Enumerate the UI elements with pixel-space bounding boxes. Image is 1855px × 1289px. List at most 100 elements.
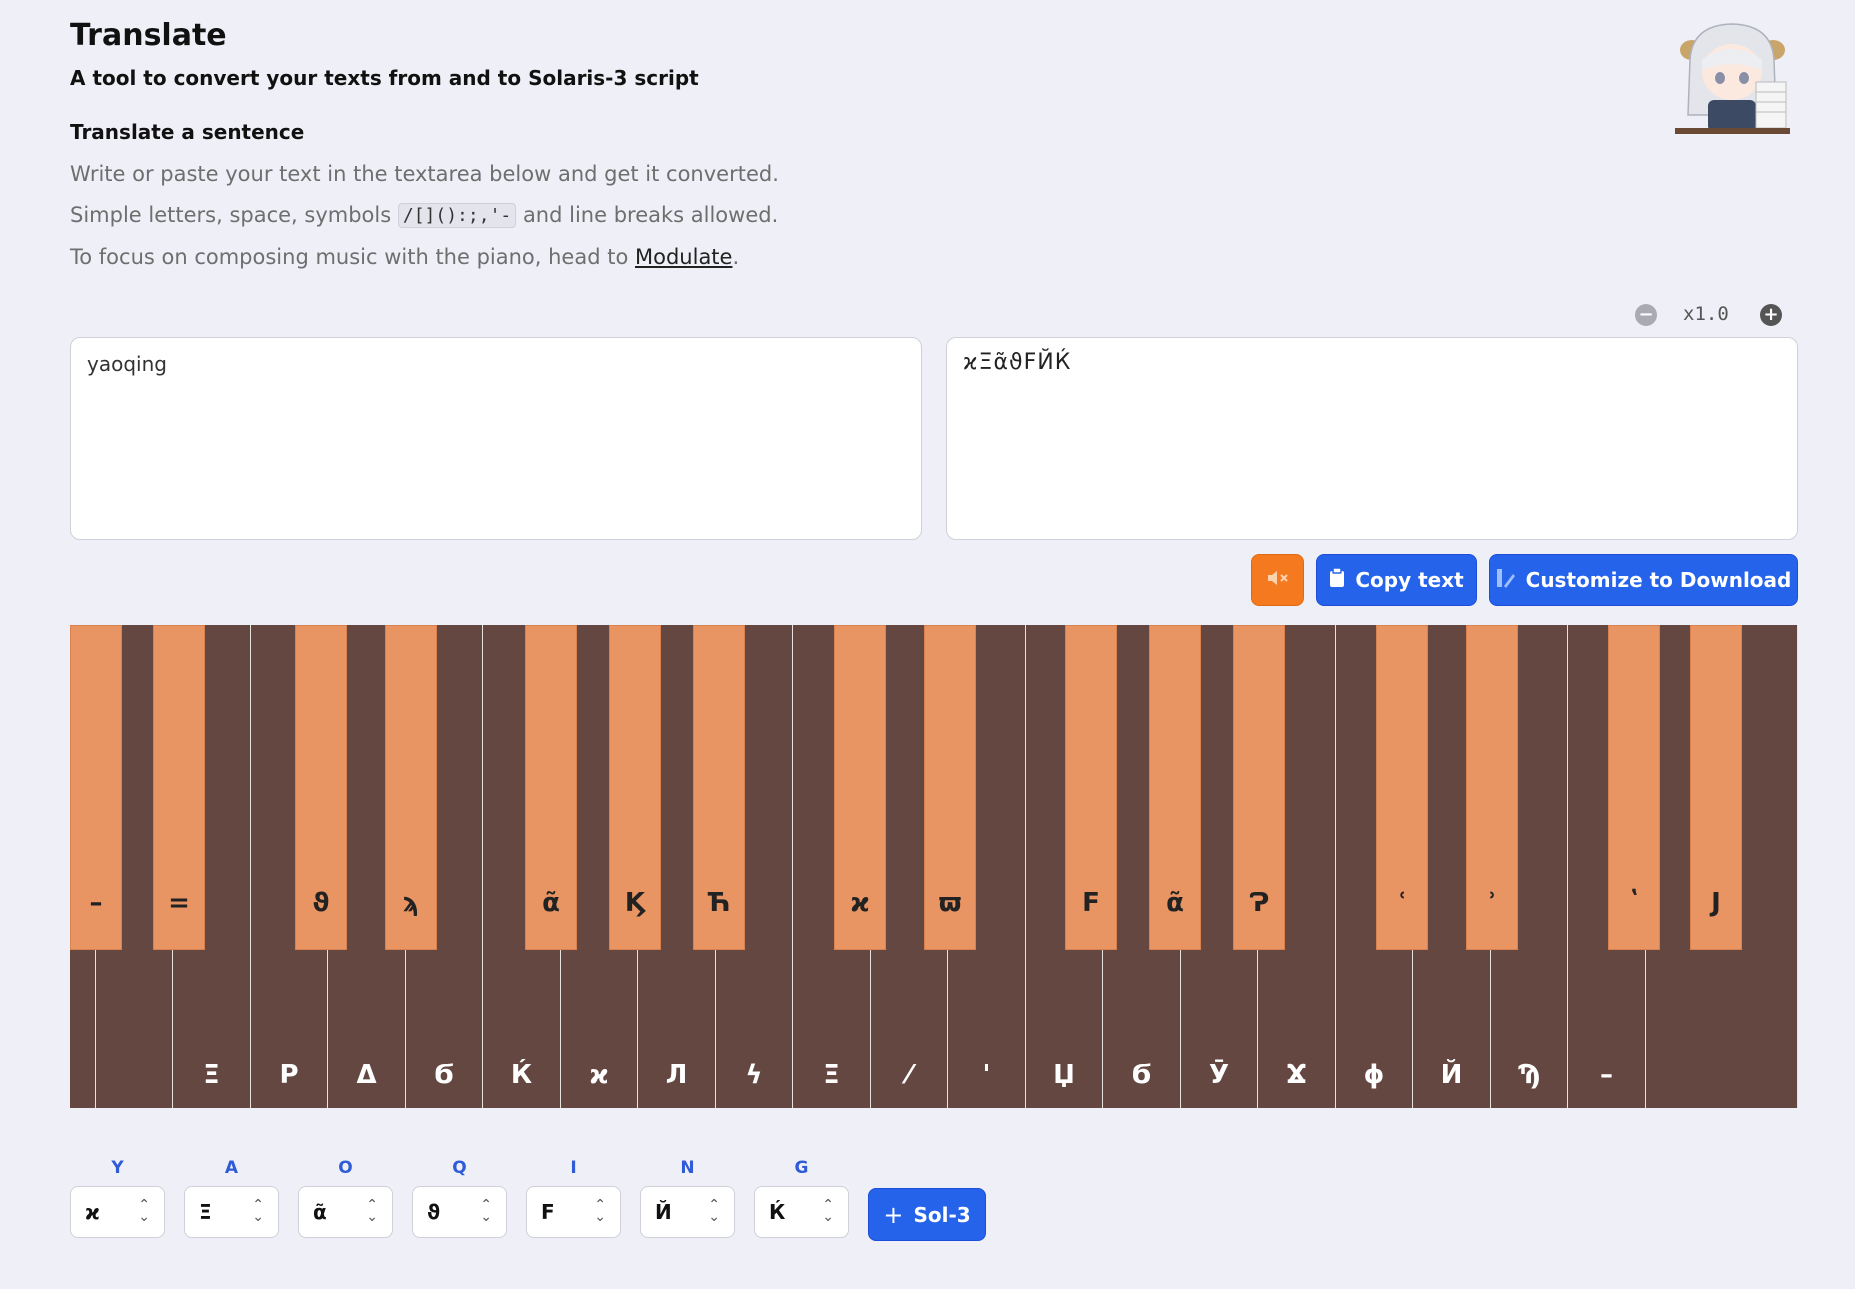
minus-icon: −: [1638, 304, 1654, 325]
piano-key-glyph: ϟ: [745, 1060, 763, 1090]
piano-black-key[interactable]: Ϝ: [1065, 625, 1117, 950]
piano-key-glyph: Ρ: [279, 1060, 299, 1090]
piano-key-glyph: Ќ: [510, 1060, 533, 1090]
piano-key-glyph: ϰ: [589, 1060, 609, 1090]
section-title: Translate a sentence: [70, 120, 305, 144]
piano-key-glyph: ϕ: [1363, 1060, 1385, 1090]
letter-label: N: [680, 1158, 695, 1178]
mute-button[interactable]: [1251, 554, 1304, 606]
piano-key-glyph: ᾶ: [542, 888, 560, 918]
piano-key-glyph: ϡ: [402, 888, 420, 918]
selected-glyph: Ϝ: [541, 1200, 555, 1224]
piano-black-key[interactable]: ʽ: [1608, 625, 1660, 950]
glyph-select[interactable]: ϰ ⌃ ⌄: [70, 1186, 165, 1238]
letter-selector: G Ќ ⌃ ⌄: [754, 1158, 849, 1238]
piano-black-key[interactable]: ʿ: [1376, 625, 1428, 950]
letter-selector: N Й ⌃ ⌄: [640, 1158, 735, 1238]
piano-key-glyph: ϑ: [312, 888, 330, 918]
piano-key-glyph: ʿ: [1397, 888, 1407, 918]
letter-selector: I Ϝ ⌃ ⌄: [526, 1158, 621, 1238]
glyph-select[interactable]: Й ⌃ ⌄: [640, 1186, 735, 1238]
selected-glyph: ϑ: [427, 1200, 441, 1224]
glyph-select[interactable]: ϑ ⌃ ⌄: [412, 1186, 507, 1238]
piano-black-key[interactable]: =: [153, 625, 205, 950]
piano-key-glyph: Џ: [1053, 1060, 1075, 1090]
piano-black-key[interactable]: ϖ: [924, 625, 976, 950]
piano-key-glyph: ʾ: [1487, 888, 1497, 918]
piano-key-glyph: Δ: [356, 1060, 377, 1090]
add-sol3-button[interactable]: + Sol-3: [868, 1188, 986, 1241]
piano-key-glyph: ʽ: [1629, 888, 1639, 918]
selected-glyph: ϰ: [85, 1200, 100, 1224]
piano-black-key[interactable]: Ϳ: [1690, 625, 1742, 950]
letter-label: A: [224, 1158, 239, 1178]
copy-text-button[interactable]: Copy text: [1316, 554, 1477, 606]
zoom-out-button[interactable]: −: [1635, 304, 1657, 326]
chevron-up-down-icon: ⌃ ⌄: [138, 1197, 150, 1225]
instructions-line-2: Simple letters, space, symbols /[]():;,'…: [70, 203, 778, 228]
allowed-symbols-code: /[]():;,'-: [397, 203, 517, 228]
piano-key-glyph: Й: [1440, 1060, 1463, 1090]
piano-black-key[interactable]: ϰ: [834, 625, 886, 950]
glyph-select[interactable]: Ξ ⌃ ⌄: [184, 1186, 279, 1238]
glyph-select[interactable]: Ϝ ⌃ ⌄: [526, 1186, 621, 1238]
piano-black-key[interactable]: –: [70, 625, 122, 950]
piano-key-glyph: ϰ: [850, 888, 870, 918]
piano-key-glyph: Ϭ: [1131, 1060, 1152, 1090]
instructions-line-1: Write or paste your text in the textarea…: [70, 162, 779, 186]
customize-download-button[interactable]: Customize to Download: [1489, 554, 1798, 606]
piano-black-key[interactable]: Ϗ: [609, 625, 661, 950]
piano-key-glyph: ': [982, 1060, 991, 1090]
piano-key-glyph: ⁄: [906, 1060, 912, 1090]
piano-black-key[interactable]: ʾ: [1466, 625, 1518, 950]
letter-selector: A Ξ ⌃ ⌄: [184, 1158, 279, 1238]
zoom-in-button[interactable]: +: [1760, 304, 1782, 326]
instructions-line-2-prefix: Simple letters, space, symbols: [70, 203, 392, 227]
piano-black-key[interactable]: ϑ: [295, 625, 347, 950]
modulate-link[interactable]: Modulate: [635, 245, 733, 269]
glyph-select[interactable]: Ќ ⌃ ⌄: [754, 1186, 849, 1238]
selected-glyph: Ξ: [199, 1200, 212, 1224]
instructions-line-3-suffix: .: [732, 245, 740, 269]
letter-label: Y: [111, 1158, 124, 1178]
piano-black-key[interactable]: Ɂ: [1233, 625, 1285, 950]
letter-label: O: [338, 1158, 353, 1178]
copy-text-label: Copy text: [1355, 568, 1464, 592]
chevron-up-down-icon: ⌃ ⌄: [366, 1197, 378, 1225]
letter-label: I: [570, 1158, 577, 1178]
source-text-input[interactable]: yaoqing: [70, 337, 922, 540]
translated-text-output[interactable]: ϰΞᾶϑϜЙЌ: [946, 337, 1798, 540]
instructions-line-2-suffix: and line breaks allowed.: [522, 203, 779, 227]
letter-label: Q: [452, 1158, 467, 1178]
glyph-select[interactable]: ᾶ ⌃ ⌄: [298, 1186, 393, 1238]
piano-key-glyph: Ӯ: [1208, 1060, 1230, 1090]
piano-key-glyph: –: [1600, 1060, 1613, 1090]
piano-black-key[interactable]: ᾶ: [1149, 625, 1201, 950]
piano-key-glyph: Ɂ: [1248, 888, 1270, 918]
instructions-line-3-prefix: To focus on composing music with the pia…: [70, 245, 629, 269]
piano-key-glyph: –: [89, 888, 103, 918]
chevron-up-down-icon: ⌃ ⌄: [708, 1197, 720, 1225]
instructions-line-3: To focus on composing music with the pia…: [70, 245, 739, 269]
piano-black-key[interactable]: ϡ: [385, 625, 437, 950]
piano-key-glyph: Ϫ: [1286, 1060, 1307, 1090]
selected-glyph: Ќ: [769, 1200, 786, 1224]
chevron-up-down-icon: ⌃ ⌄: [594, 1197, 606, 1225]
plus-icon: +: [883, 1200, 904, 1229]
piano-key-glyph: Ϡ: [1517, 1060, 1541, 1090]
piano-black-key[interactable]: Ћ: [693, 625, 745, 950]
zoom-level: x1.0: [1683, 303, 1729, 325]
avatar: [1670, 20, 1795, 138]
customize-icon: [1496, 568, 1516, 593]
piano-key-glyph: Ξ: [203, 1060, 220, 1090]
letter-label: G: [794, 1158, 809, 1178]
piano-key-glyph: Ϗ: [624, 888, 646, 918]
chevron-up-down-icon: ⌃ ⌄: [822, 1197, 834, 1225]
selected-glyph: Й: [655, 1200, 672, 1224]
piano-key-glyph: =: [168, 888, 190, 918]
piano-black-key[interactable]: ᾶ: [525, 625, 577, 950]
page-title: Translate: [70, 18, 227, 53]
